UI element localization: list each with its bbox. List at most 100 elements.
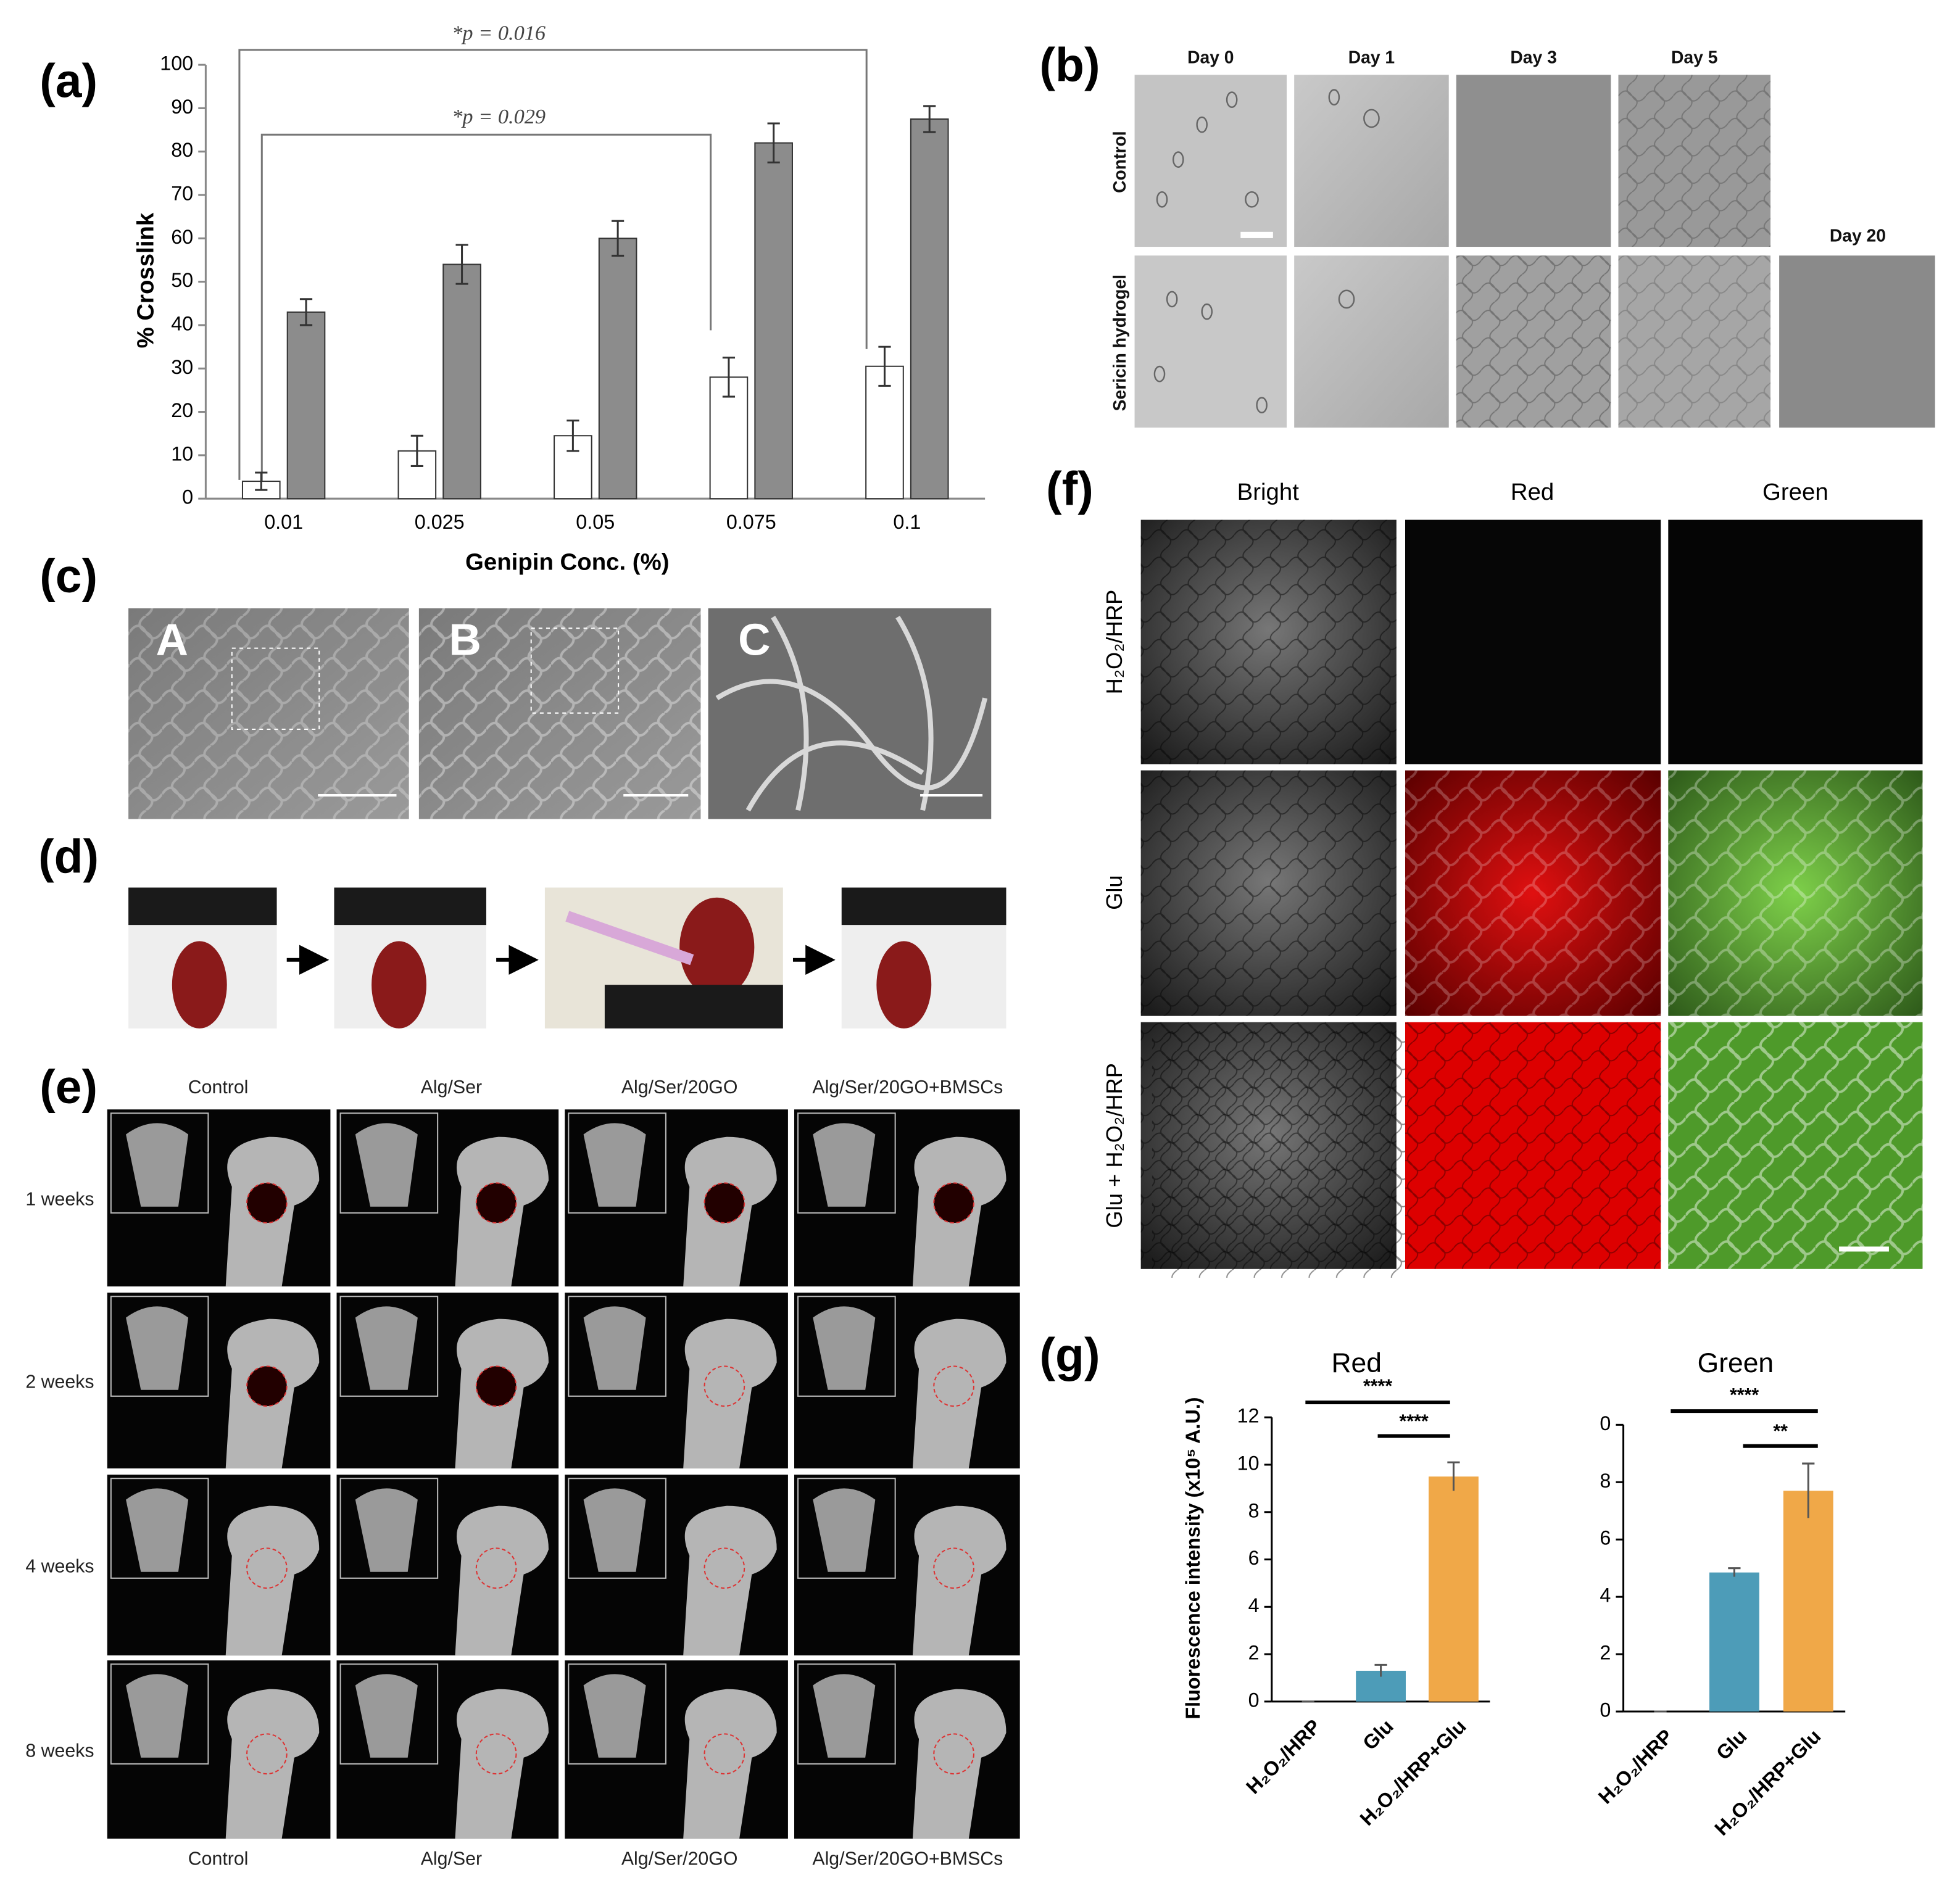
image-label: C	[738, 615, 771, 665]
sem-images	[128, 608, 992, 819]
y-tick-label: 10	[1237, 1452, 1260, 1475]
bar	[754, 142, 793, 500]
bar	[1783, 1491, 1833, 1712]
image	[1134, 255, 1287, 428]
y-tick-label: 50	[171, 269, 193, 291]
row-label: 8 weeks	[25, 1741, 94, 1761]
column-label: Alg/Ser/20GO	[621, 1848, 738, 1869]
column-label: Alg/Ser/20GO+BMSCs	[812, 1077, 1003, 1098]
image-texture	[1618, 255, 1770, 428]
bone	[683, 1689, 777, 1839]
defect	[475, 1182, 517, 1224]
y-tick-label: 0	[1248, 1689, 1260, 1711]
defect	[704, 1547, 745, 1589]
chart-title: Green	[1698, 1348, 1774, 1378]
y-tick-label: 0	[1600, 1412, 1611, 1434]
column-label: Red	[1511, 479, 1554, 505]
column-label: Day 20	[1830, 225, 1886, 245]
panel-label: (g)	[1039, 1330, 1100, 1382]
bone	[355, 1306, 418, 1390]
bar	[910, 118, 949, 500]
defect	[933, 1182, 974, 1224]
bone	[797, 1296, 896, 1397]
bone	[813, 1674, 876, 1758]
image-panels	[107, 49, 1935, 1839]
significance-brackets	[238, 49, 868, 486]
bone	[683, 1318, 777, 1469]
bone	[126, 1306, 189, 1390]
y-tick-label: 0	[182, 486, 193, 508]
row-label: Glu + H₂O₂/HRP	[1102, 1063, 1127, 1228]
y-tick-label: 8	[1600, 1470, 1611, 1492]
x-tick-label: H₂O₂/HRP	[1242, 1715, 1325, 1798]
image	[1294, 75, 1449, 247]
annotation: *p = 0.016	[452, 21, 546, 44]
bone	[355, 1123, 418, 1207]
bone	[110, 1478, 209, 1579]
bone	[568, 1296, 666, 1397]
bone	[797, 1112, 896, 1214]
image-texture	[1618, 75, 1770, 247]
image-label: B	[449, 615, 481, 665]
column-label: Control	[188, 1848, 249, 1869]
image-texture	[1456, 255, 1611, 428]
column-label: Alg/Ser	[421, 1848, 482, 1869]
column-label: Control	[188, 1077, 249, 1098]
y-tick-label: 4	[1600, 1584, 1611, 1607]
defect	[475, 1733, 517, 1775]
column-label: Alg/Ser	[421, 1077, 482, 1098]
bone	[583, 1674, 646, 1758]
annotation: ****	[1400, 1411, 1429, 1431]
defect	[704, 1365, 745, 1407]
x-axis-label: Genipin Conc. (%)	[465, 548, 669, 575]
y-tick-label: 12	[1237, 1405, 1260, 1427]
image	[1134, 75, 1287, 247]
defect	[475, 1365, 517, 1407]
y-tick-label: 100	[160, 52, 193, 75]
row-label: 4 weeks	[25, 1557, 94, 1577]
scale-bar	[1240, 231, 1273, 238]
defect	[933, 1547, 974, 1589]
x-tick-label: 0.01	[264, 511, 303, 533]
bone	[355, 1488, 418, 1572]
x-tick-label: H₂O₂/HRP	[1594, 1725, 1677, 1808]
significance-lines	[1305, 1400, 1818, 1448]
bone	[568, 1478, 666, 1579]
x-tick-label: Glu	[1712, 1725, 1751, 1765]
y-tick-label: 90	[171, 96, 193, 118]
image	[1779, 255, 1935, 428]
x-tick-label: 0.05	[576, 511, 615, 533]
y-tick-label: 10	[171, 442, 193, 465]
defect	[704, 1182, 745, 1224]
bar	[442, 263, 481, 500]
x-tick-label: 0.025	[415, 511, 465, 533]
defect	[704, 1733, 745, 1775]
y-tick-label: 8	[1248, 1499, 1260, 1521]
x-tick-label: Glu	[1358, 1715, 1398, 1755]
microscopy-images	[1134, 75, 1935, 428]
bone	[583, 1488, 646, 1572]
defect	[246, 1182, 288, 1224]
y-tick-label: 80	[171, 139, 193, 161]
bone	[683, 1505, 777, 1656]
y-tick-label: 6	[1248, 1547, 1260, 1569]
y-tick-label: 0	[1600, 1699, 1611, 1721]
bone	[797, 1478, 896, 1579]
column-label: Alg/Ser/20GO+BMSCs	[812, 1848, 1003, 1869]
bar	[1429, 1476, 1479, 1702]
column-label: Day 0	[1187, 47, 1234, 67]
y-tick-label: 6	[1600, 1527, 1611, 1549]
bone	[339, 1478, 439, 1579]
image-label: A	[156, 615, 189, 665]
panel-label: (f)	[1046, 463, 1094, 515]
annotation: **	[1773, 1421, 1788, 1441]
row-label: H₂O₂/HRP	[1102, 590, 1127, 695]
bone	[583, 1306, 646, 1390]
column-label: Bright	[1237, 479, 1300, 505]
bone	[339, 1296, 439, 1397]
column-label: Day 5	[1671, 47, 1717, 67]
bone	[126, 1674, 189, 1758]
bone	[797, 1663, 896, 1765]
image	[1294, 255, 1449, 428]
